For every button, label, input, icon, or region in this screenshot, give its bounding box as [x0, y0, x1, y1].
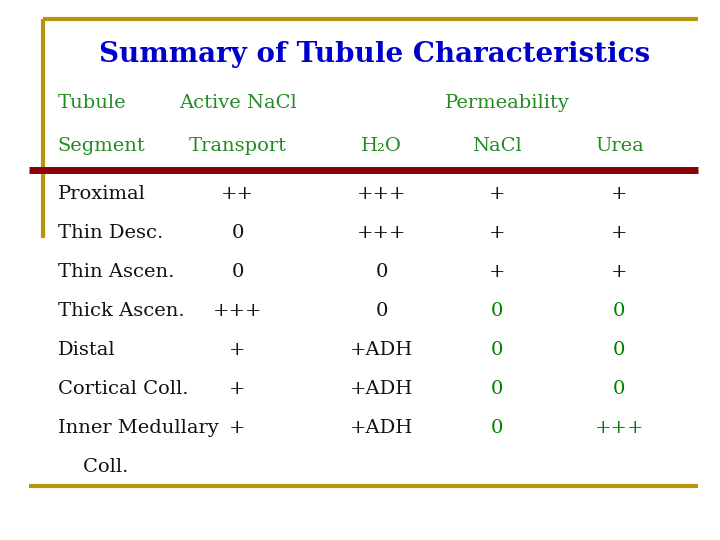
- Text: +ADH: +ADH: [350, 418, 413, 437]
- Text: Thick Ascen.: Thick Ascen.: [58, 302, 184, 320]
- Text: 0: 0: [490, 302, 503, 320]
- Text: 0: 0: [613, 380, 626, 398]
- Text: 0: 0: [231, 224, 244, 242]
- Text: +++: +++: [357, 185, 406, 204]
- Text: Coll.: Coll.: [58, 457, 128, 476]
- Text: 0: 0: [490, 418, 503, 437]
- Text: +: +: [611, 224, 627, 242]
- Text: +ADH: +ADH: [350, 380, 413, 398]
- Text: +: +: [489, 224, 505, 242]
- Text: Proximal: Proximal: [58, 185, 145, 204]
- Text: Tubule: Tubule: [58, 93, 126, 112]
- Text: Summary of Tubule Characteristics: Summary of Tubule Characteristics: [99, 40, 650, 68]
- Text: +: +: [230, 341, 246, 359]
- Text: +++: +++: [357, 224, 406, 242]
- Text: 0: 0: [490, 380, 503, 398]
- Text: Thin Ascen.: Thin Ascen.: [58, 263, 174, 281]
- Text: Segment: Segment: [58, 137, 145, 155]
- Text: Permeability: Permeability: [445, 93, 570, 112]
- Text: +: +: [489, 185, 505, 204]
- Text: 0: 0: [375, 263, 388, 281]
- Text: +: +: [230, 418, 246, 437]
- Text: 0: 0: [375, 302, 388, 320]
- Text: Distal: Distal: [58, 341, 115, 359]
- Text: +++: +++: [213, 302, 262, 320]
- Text: +++: +++: [595, 418, 644, 437]
- Text: Cortical Coll.: Cortical Coll.: [58, 380, 188, 398]
- Text: Thin Desc.: Thin Desc.: [58, 224, 163, 242]
- Text: Transport: Transport: [189, 137, 287, 155]
- Text: Inner Medullary: Inner Medullary: [58, 418, 218, 437]
- Text: 0: 0: [613, 302, 626, 320]
- Text: 0: 0: [490, 341, 503, 359]
- Text: NaCl: NaCl: [472, 137, 522, 155]
- Text: Active NaCl: Active NaCl: [179, 93, 297, 112]
- Text: +: +: [230, 380, 246, 398]
- Text: 0: 0: [231, 263, 244, 281]
- Text: H₂O: H₂O: [361, 137, 402, 155]
- Text: ++: ++: [221, 185, 254, 204]
- Text: +ADH: +ADH: [350, 341, 413, 359]
- Text: Urea: Urea: [595, 137, 644, 155]
- Text: +: +: [489, 263, 505, 281]
- Text: 0: 0: [613, 341, 626, 359]
- Text: +: +: [611, 185, 627, 204]
- Text: +: +: [611, 263, 627, 281]
